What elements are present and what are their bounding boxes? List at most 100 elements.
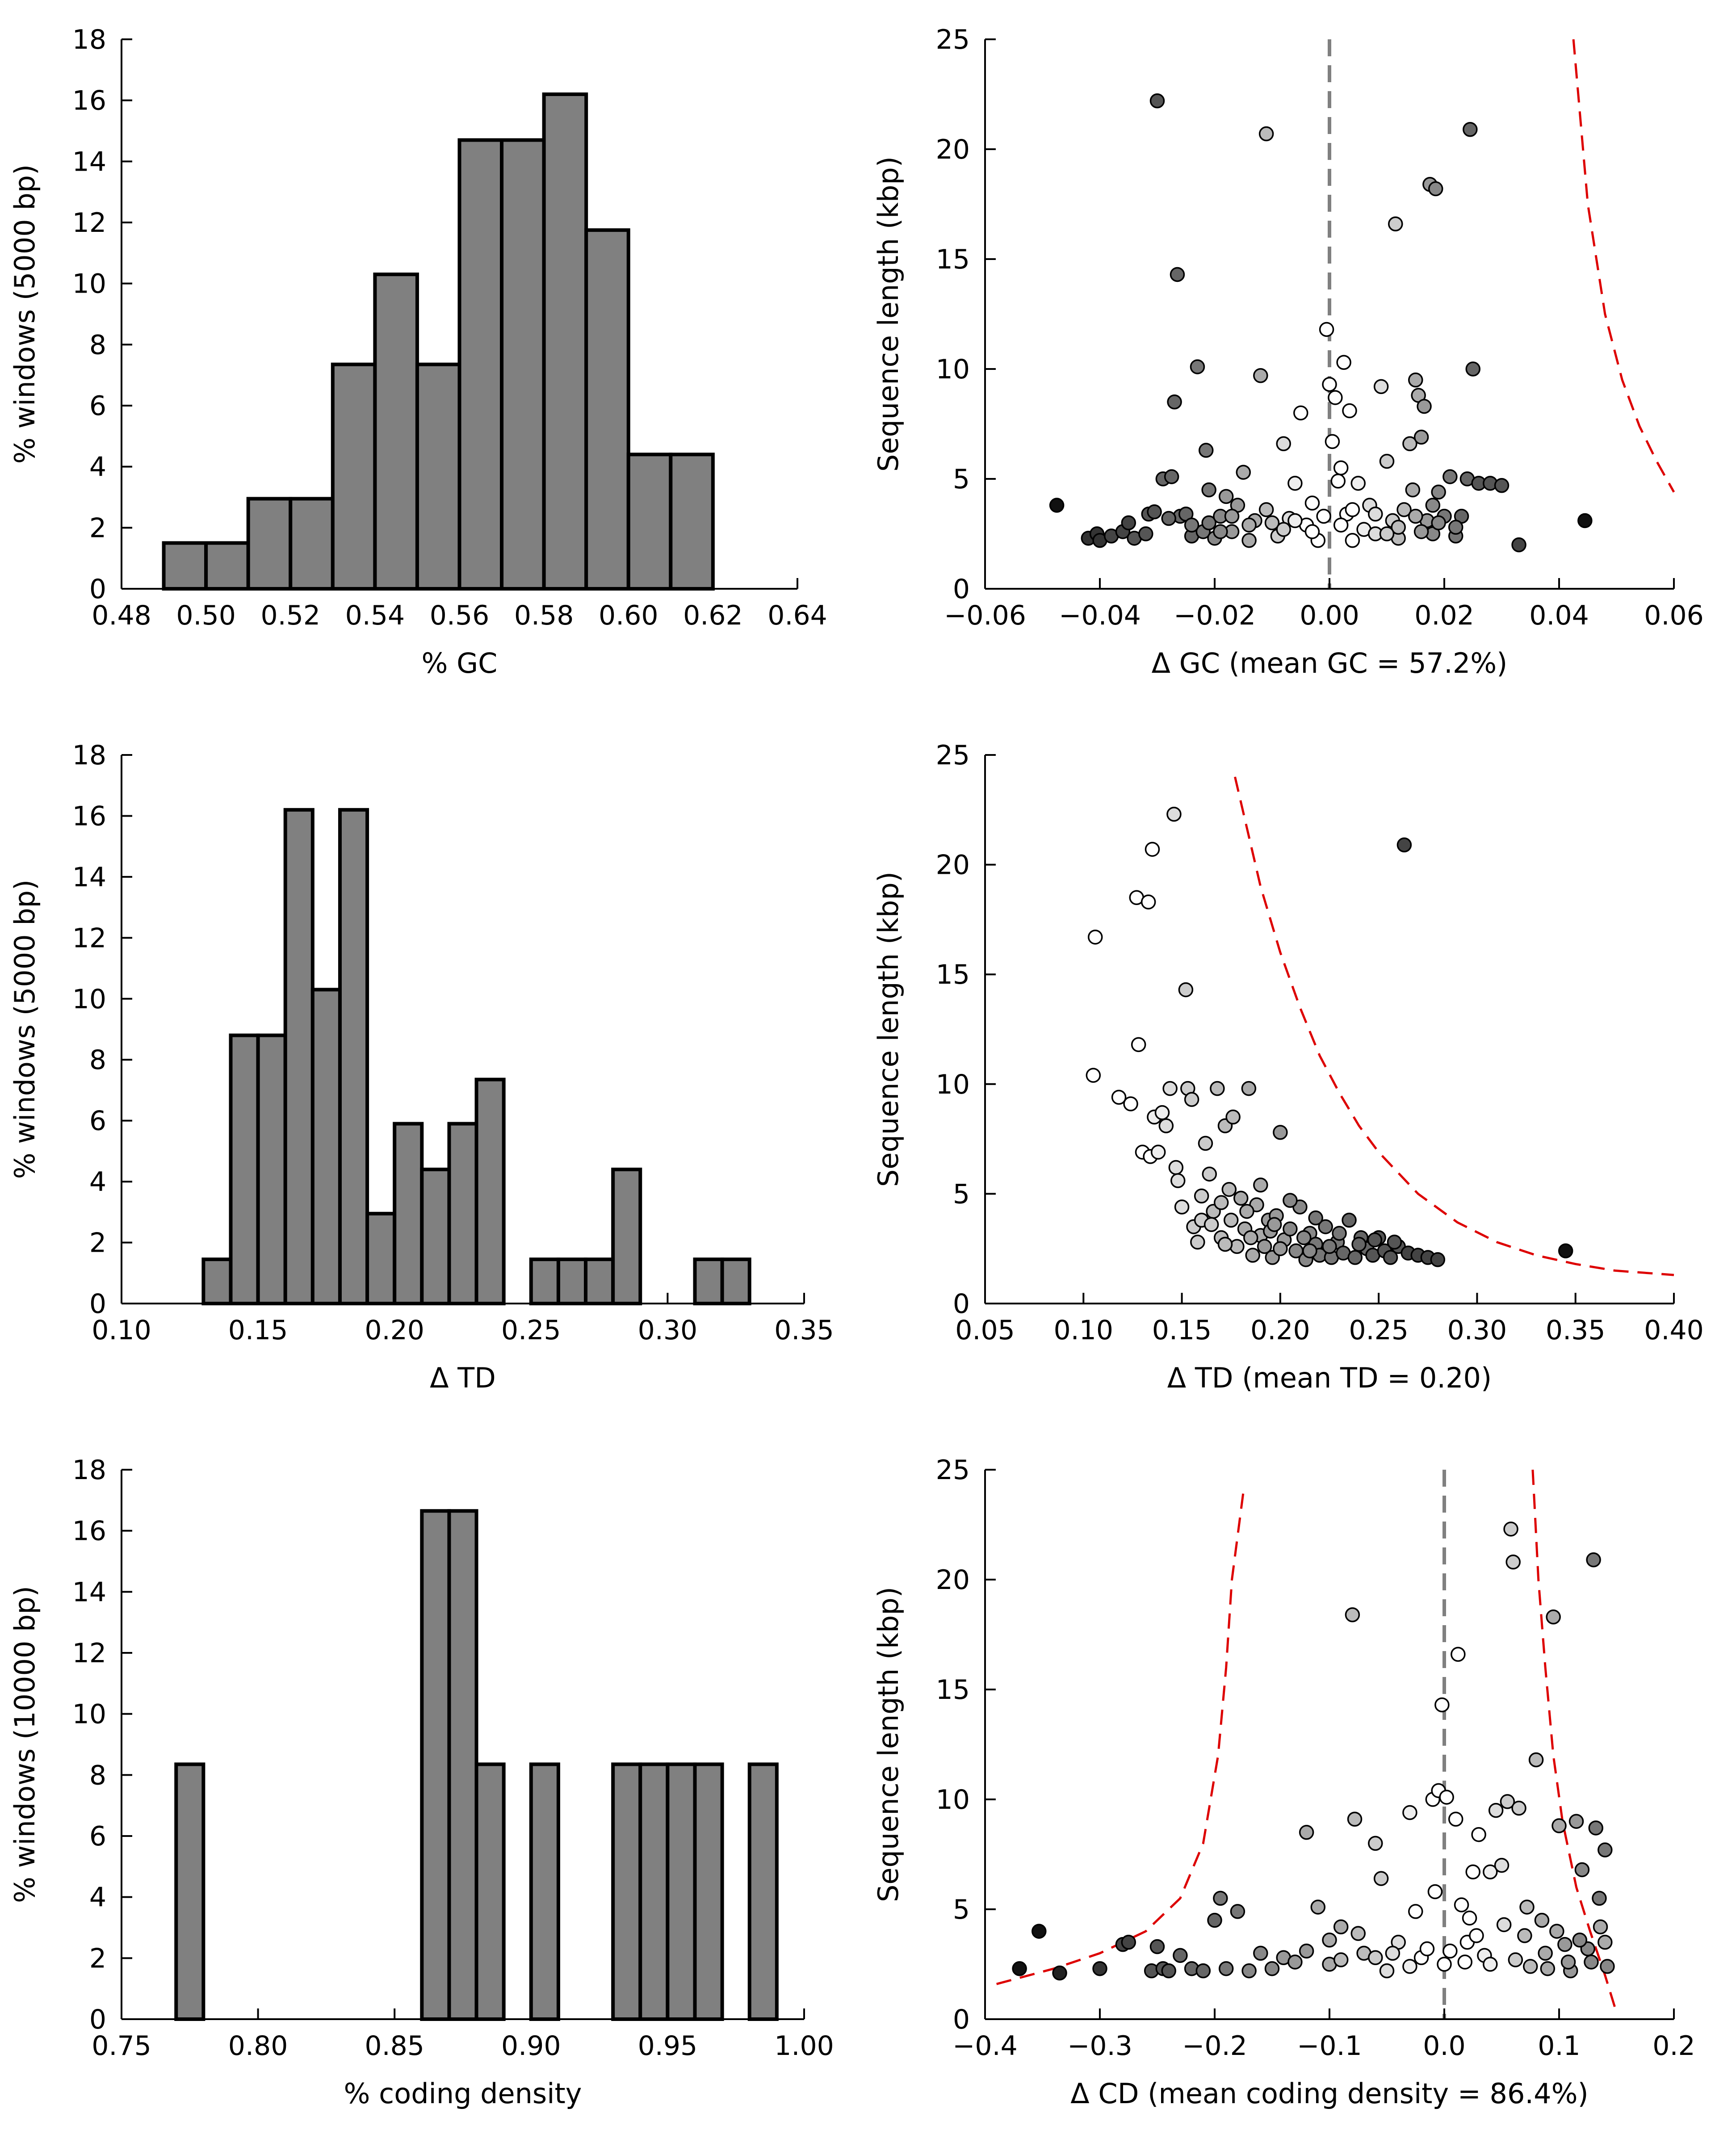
td-scatter-point bbox=[1217, 1237, 1233, 1252]
cd-scatter-point bbox=[1333, 1952, 1349, 1967]
cd-scatter-point bbox=[1121, 1935, 1136, 1950]
cd-scatter-point bbox=[1385, 1945, 1401, 1961]
cd-hist-bar bbox=[747, 1762, 779, 2021]
gc-scatter-point bbox=[1121, 515, 1136, 531]
td-scatter-point bbox=[1430, 1252, 1446, 1267]
cd-scatter-x-tick-label: 0.2 bbox=[1652, 2030, 1695, 2062]
td-scatter-point bbox=[1296, 1230, 1312, 1245]
cd-scatter-point bbox=[1574, 1862, 1590, 1878]
gc-hist-y-tick-label: 8 bbox=[89, 329, 106, 361]
cd-scatter-point bbox=[1434, 1697, 1450, 1713]
td-scatter-point bbox=[1213, 1195, 1229, 1210]
td-hist-x-tick-label: 0.10 bbox=[92, 1315, 151, 1346]
gc-scatter-point bbox=[1319, 322, 1334, 337]
cd-hist-x-tick-label: 0.90 bbox=[501, 2030, 561, 2062]
td-scatter-x-tick-label: 0.15 bbox=[1152, 1315, 1212, 1346]
td-scatter-point bbox=[1087, 929, 1103, 945]
gc-scatter-point bbox=[1494, 478, 1510, 493]
td-hist-y-tick-label: 16 bbox=[72, 801, 106, 832]
gc-scatter-x-tick-label: 0.02 bbox=[1414, 600, 1474, 631]
gc-scatter-point bbox=[1201, 482, 1216, 498]
cd-scatter-point bbox=[1347, 1811, 1363, 1827]
gc-scatter-point bbox=[1465, 361, 1480, 377]
td-hist-bar bbox=[693, 1258, 724, 1306]
cd-scatter-point bbox=[1534, 1912, 1550, 1928]
td-scatter-x-tick-label: 0.20 bbox=[1250, 1315, 1310, 1346]
cd-scatter-y-axis-label: Sequence length (kbp) bbox=[872, 1587, 905, 1902]
cd-scatter-point bbox=[1350, 1926, 1366, 1941]
td-hist-x-tick-label: 0.20 bbox=[365, 1315, 424, 1346]
gc-scatter-x-tick-label: 0.04 bbox=[1529, 600, 1589, 631]
td-scatter-point bbox=[1322, 1239, 1337, 1254]
td-scatter-x-tick-label: 0.10 bbox=[1053, 1315, 1113, 1346]
gc-scatter-point bbox=[1304, 524, 1320, 539]
cd-scatter-x-tick-label: 0.1 bbox=[1538, 2030, 1580, 2062]
cd-hist-bar bbox=[474, 1762, 506, 2021]
cd-scatter-point bbox=[1560, 1954, 1576, 1970]
td-scatter-y-tick-label: 0 bbox=[953, 1288, 970, 1320]
cd-scatter-point bbox=[1540, 1961, 1556, 1976]
gc-scatter-y-tick-label: 5 bbox=[953, 464, 970, 495]
td-scatter-point bbox=[1194, 1188, 1209, 1204]
td-scatter-point bbox=[1257, 1239, 1272, 1254]
cd-scatter-point bbox=[1557, 1937, 1572, 1952]
gc-hist-x-tick-label: 0.64 bbox=[767, 600, 827, 631]
gc-scatter-point bbox=[1218, 489, 1234, 504]
td-scatter-point bbox=[1273, 1241, 1288, 1256]
gc-scatter-point bbox=[1330, 474, 1346, 489]
cd-scatter-point bbox=[1213, 1891, 1228, 1906]
cd-scatter-point bbox=[1528, 1752, 1544, 1768]
gc-scatter-point bbox=[1368, 506, 1383, 522]
cd-hist-bar bbox=[420, 1509, 451, 2021]
td-scatter-point bbox=[1184, 1092, 1199, 1107]
td-hist-y-tick-label: 10 bbox=[72, 984, 106, 1015]
cd-scatter-point bbox=[1568, 1814, 1584, 1829]
gc-scatter-y-tick-label: 20 bbox=[936, 134, 970, 165]
cd-hist-y-axis-label: % windows (10000 bp) bbox=[8, 1586, 41, 1903]
td-scatter-point bbox=[1283, 1221, 1298, 1237]
td-scatter-y-tick-label: 5 bbox=[953, 1178, 970, 1210]
td-scatter-point bbox=[1347, 1250, 1363, 1265]
gc-scatter-point bbox=[1373, 379, 1389, 394]
cd-scatter-point bbox=[1333, 1919, 1349, 1935]
cd-scatter-point bbox=[1373, 1871, 1389, 1886]
cd-scatter-threshold-curve bbox=[1531, 1469, 1618, 2013]
gc-hist-x-tick-label: 0.60 bbox=[599, 600, 658, 631]
td-scatter-point bbox=[1158, 1118, 1174, 1133]
td-scatter-point bbox=[1308, 1210, 1323, 1226]
cd-hist-y-tick-label: 8 bbox=[89, 1760, 106, 1791]
td-scatter-point bbox=[1342, 1212, 1357, 1228]
gc-scatter-point bbox=[1316, 508, 1331, 524]
cd-scatter-point bbox=[1427, 1884, 1443, 1899]
cd-scatter-x-tick-label: −0.2 bbox=[1182, 2030, 1247, 2062]
gc-hist-bar bbox=[415, 362, 461, 591]
td-scatter-point bbox=[1243, 1230, 1258, 1245]
td-scatter-point bbox=[1210, 1081, 1225, 1096]
panel-gc-scatter: −0.06 −0.04 −0.02 0.00 0.02 0.04 0.06 0 5 10 15 20 2… bbox=[872, 24, 1704, 679]
cd-scatter-point bbox=[1505, 1554, 1521, 1570]
gc-scatter-point bbox=[1138, 526, 1153, 541]
cd-hist-x-tick-label: 0.95 bbox=[638, 2030, 698, 2062]
gc-scatter-y-tick-label: 15 bbox=[936, 244, 970, 275]
gc-hist-bar bbox=[626, 453, 673, 591]
td-hist-bar bbox=[229, 1033, 260, 1306]
gc-scatter-point bbox=[1276, 522, 1291, 537]
panel-gc-histogram: 0.48 0.50 0.52 0.54 0.56 0.58 0.60 0.62 0.64 0 2 4 6… bbox=[8, 24, 827, 679]
td-scatter-x-tick-label: 0.05 bbox=[955, 1315, 1015, 1346]
cd-scatter-point bbox=[1584, 1954, 1599, 1970]
td-scatter-point bbox=[1178, 982, 1194, 998]
td-scatter-point bbox=[1241, 1081, 1257, 1096]
gc-scatter-point bbox=[1190, 359, 1205, 374]
td-scatter-point bbox=[1558, 1243, 1573, 1258]
gc-hist-y-tick-label: 12 bbox=[72, 207, 106, 239]
td-hist-x-tick-label: 0.15 bbox=[228, 1315, 288, 1346]
gc-scatter-point bbox=[1236, 465, 1251, 480]
cd-scatter-point bbox=[1052, 1965, 1067, 1981]
gc-scatter-point bbox=[1350, 476, 1366, 491]
cd-scatter-x-tick-label: 0.0 bbox=[1423, 2030, 1465, 2062]
cd-scatter-point bbox=[1586, 1552, 1601, 1568]
td-scatter-point bbox=[1233, 1191, 1249, 1206]
td-scatter-point bbox=[1253, 1178, 1268, 1193]
td-hist-bar bbox=[201, 1258, 233, 1306]
